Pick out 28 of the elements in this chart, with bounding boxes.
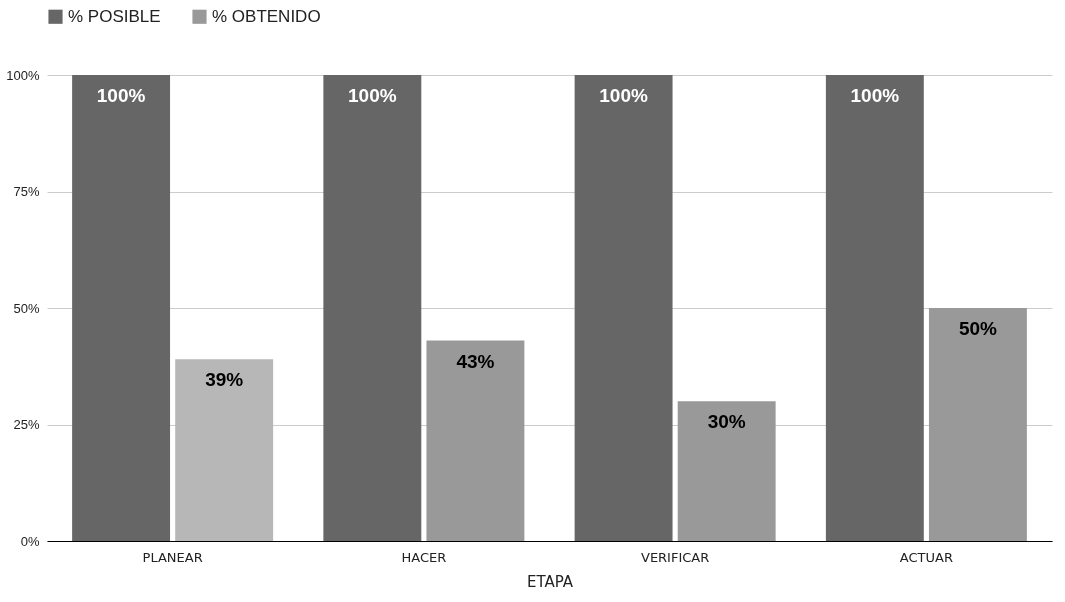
x-tick-label: VERIFICAR: [640, 549, 710, 565]
bar: [928, 308, 1027, 541]
bar: [72, 75, 171, 541]
bar: [677, 401, 776, 541]
bar: [574, 75, 673, 541]
x-tick-label: PLANEAR: [142, 549, 203, 565]
legend-label: % OBTENIDO: [212, 6, 321, 26]
data-label: 100%: [599, 85, 648, 106]
y-tick-label: 25%: [13, 417, 40, 432]
bar: [825, 75, 924, 541]
y-tick-label: 50%: [13, 300, 40, 316]
data-label: 100%: [348, 85, 397, 106]
data-label: 100%: [96, 85, 146, 106]
y-tick-label: 0%: [20, 533, 40, 549]
x-axis-title: ETAPA: [526, 572, 574, 591]
data-label: 30%: [707, 411, 746, 433]
data-label: 39%: [205, 369, 244, 391]
bar: [426, 340, 525, 541]
legend-label: % POSIBLE: [68, 6, 161, 26]
data-label: 43%: [456, 350, 495, 372]
bar: [323, 75, 422, 541]
x-tick-label: HACER: [401, 549, 447, 565]
bar: [175, 359, 274, 541]
x-tick-label: ACTUAR: [899, 549, 953, 565]
data-label: 100%: [850, 85, 900, 106]
data-label: 50%: [958, 318, 998, 339]
y-tick-label: 100%: [6, 67, 40, 83]
y-tick-label: 75%: [13, 184, 40, 199]
